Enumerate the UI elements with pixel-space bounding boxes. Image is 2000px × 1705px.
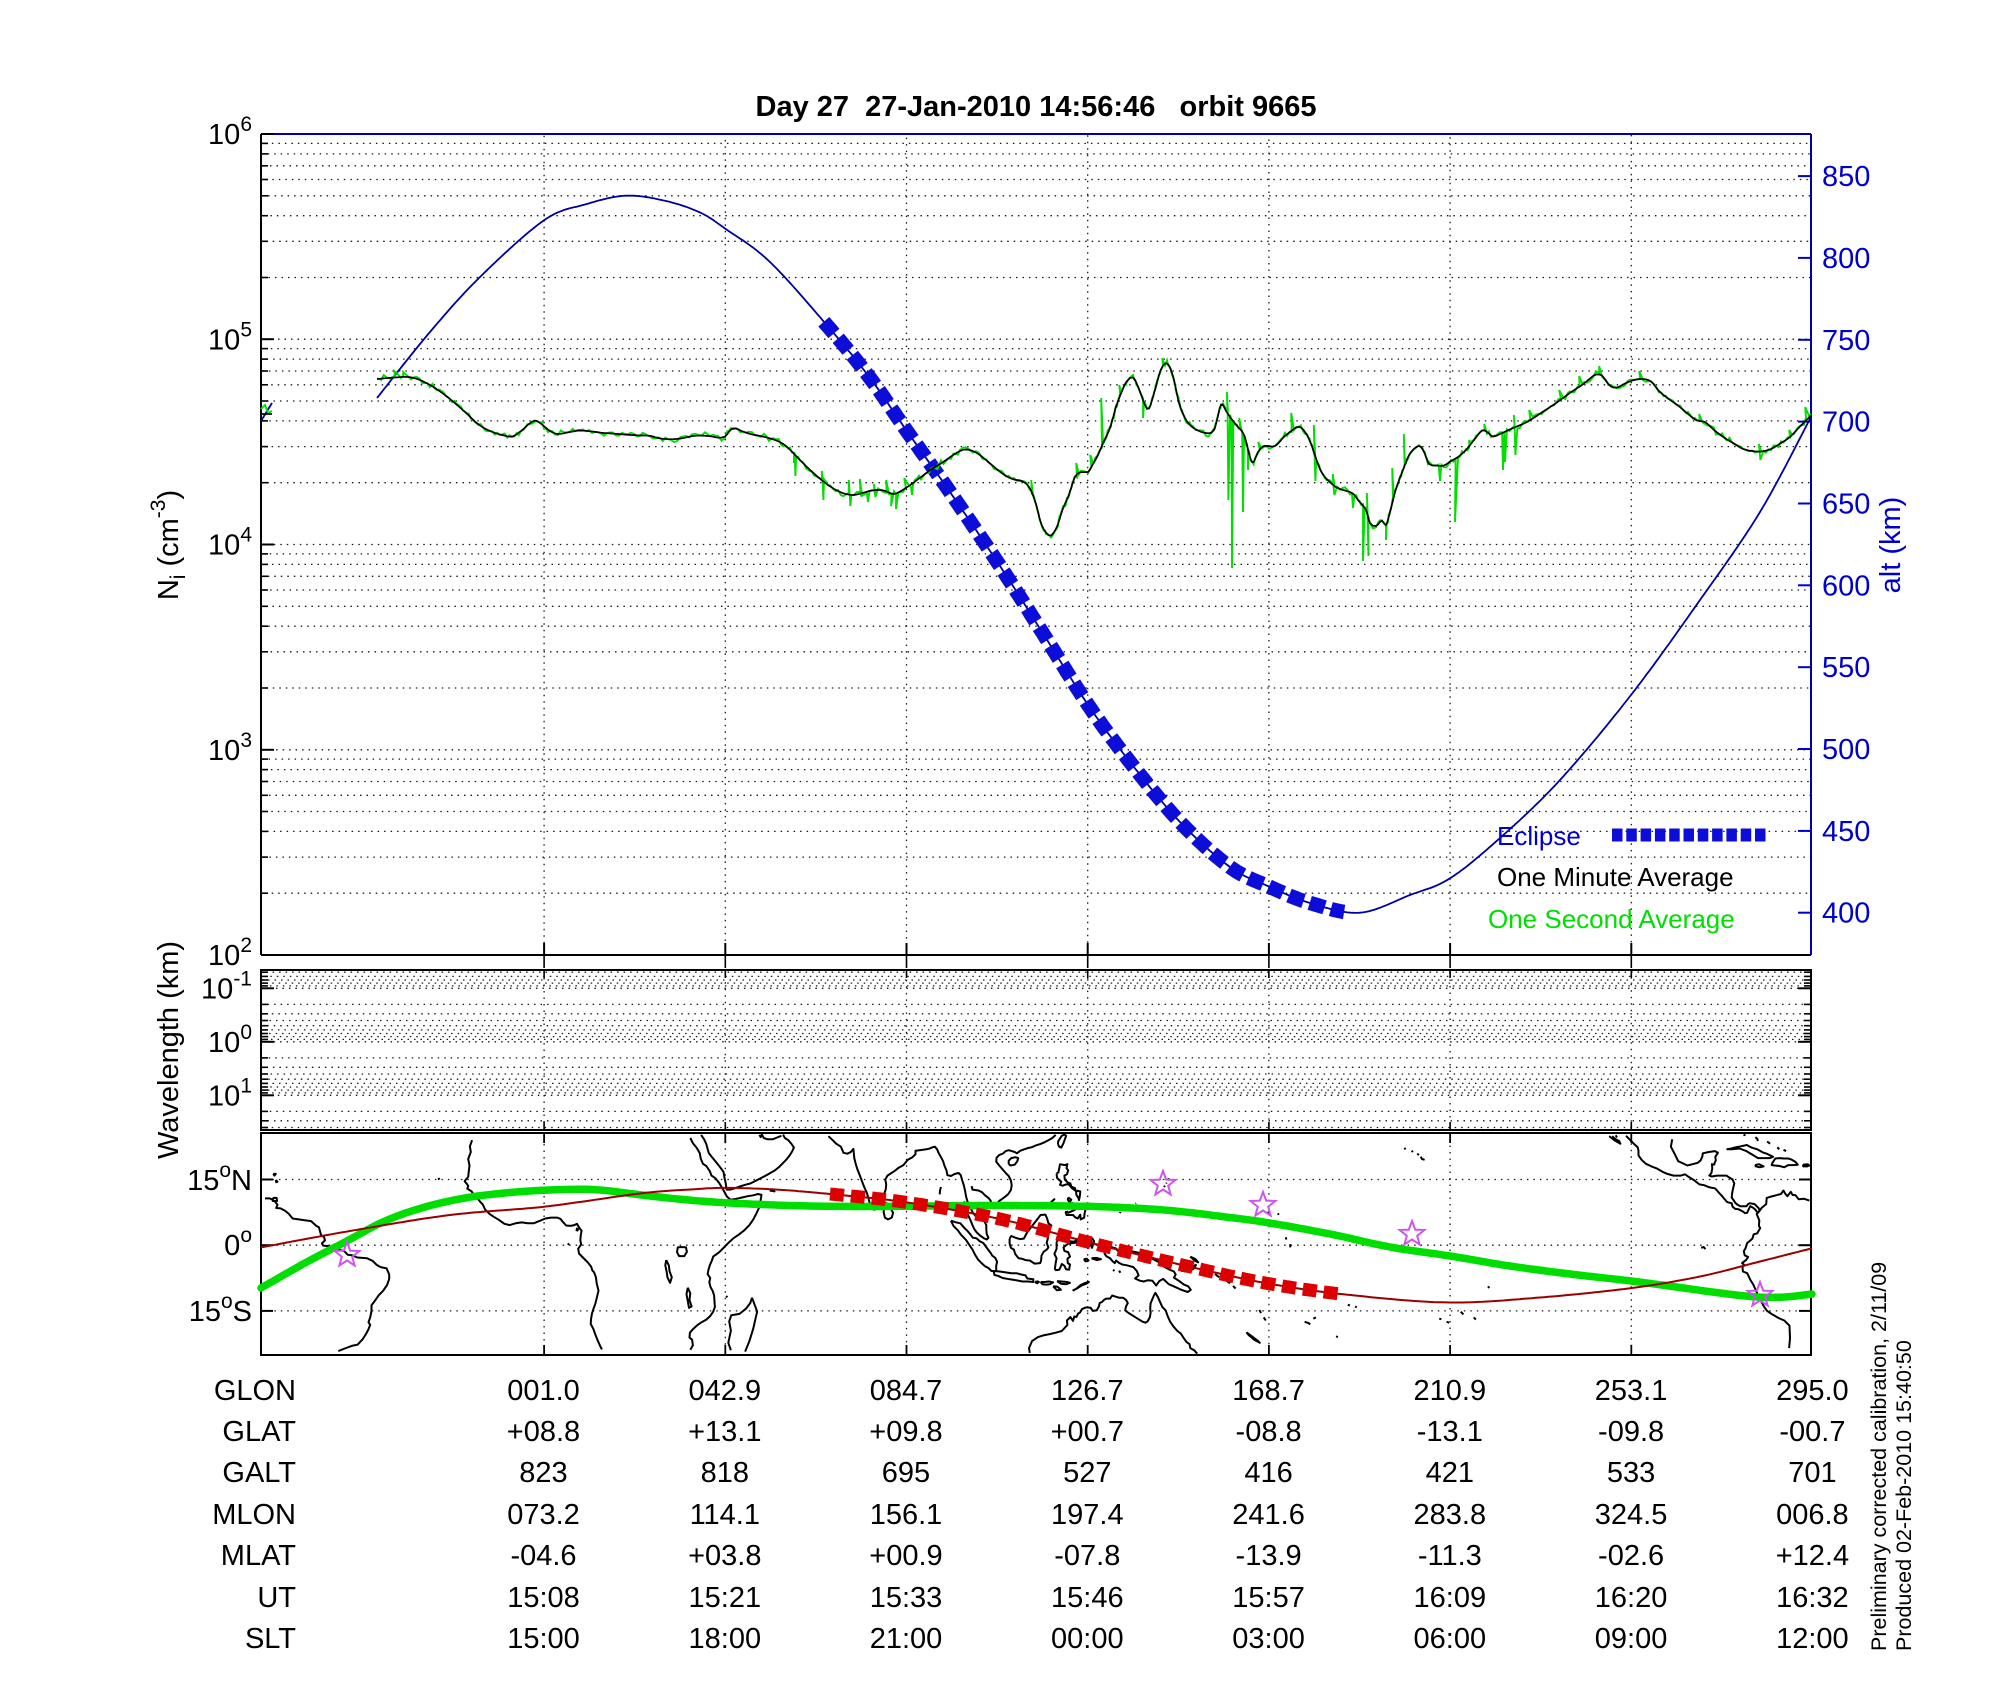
svg-text:15:57: 15:57 (1232, 1582, 1305, 1614)
svg-text:001.0: 001.0 (507, 1375, 580, 1407)
svg-text:GLAT: GLAT (222, 1416, 296, 1448)
svg-text:03:00: 03:00 (1232, 1623, 1305, 1655)
svg-text:006.8: 006.8 (1776, 1499, 1849, 1531)
svg-text:823: 823 (519, 1457, 567, 1489)
svg-text:16:09: 16:09 (1414, 1582, 1487, 1614)
svg-text:One Minute Average: One Minute Average (1497, 862, 1734, 892)
svg-text:+12.4: +12.4 (1776, 1540, 1849, 1572)
svg-text:16:32: 16:32 (1776, 1582, 1849, 1614)
svg-text:500: 500 (1822, 734, 1870, 766)
svg-text:GLON: GLON (214, 1375, 296, 1407)
svg-text:800: 800 (1822, 243, 1870, 275)
svg-text:+08.8: +08.8 (507, 1416, 580, 1448)
svg-text:156.1: 156.1 (870, 1499, 943, 1531)
svg-text:One Second Average: One Second Average (1488, 904, 1735, 934)
svg-text:-11.3: -11.3 (1418, 1540, 1482, 1572)
svg-text:Eclipse: Eclipse (1497, 821, 1581, 851)
svg-text:alt (km): alt (km) (1875, 497, 1907, 594)
svg-text:09:00: 09:00 (1595, 1623, 1668, 1655)
svg-text:-13.1: -13.1 (1417, 1416, 1483, 1448)
svg-text:073.2: 073.2 (507, 1499, 580, 1531)
svg-text:241.6: 241.6 (1232, 1499, 1305, 1531)
svg-text:+00.7: +00.7 (1051, 1416, 1124, 1448)
svg-text:421: 421 (1426, 1457, 1474, 1489)
svg-text:042.9: 042.9 (689, 1375, 762, 1407)
svg-text:MLAT: MLAT (221, 1540, 296, 1572)
svg-text:400: 400 (1822, 898, 1870, 930)
svg-text:15:00: 15:00 (507, 1623, 580, 1655)
svg-text:-13.9: -13.9 (1236, 1540, 1302, 1572)
svg-text:527: 527 (1063, 1457, 1111, 1489)
svg-text:+09.8: +09.8 (869, 1416, 942, 1448)
svg-text:750: 750 (1822, 325, 1870, 357)
svg-text:15oS: 15oS (189, 1290, 252, 1328)
svg-text:650: 650 (1822, 489, 1870, 521)
svg-text:18:00: 18:00 (689, 1623, 762, 1655)
svg-text:SLT: SLT (245, 1623, 296, 1655)
svg-text:416: 416 (1244, 1457, 1292, 1489)
svg-text:084.7: 084.7 (870, 1375, 943, 1407)
svg-text:-08.8: -08.8 (1236, 1416, 1302, 1448)
svg-text:15oN: 15oN (187, 1159, 252, 1197)
svg-text:210.9: 210.9 (1414, 1375, 1487, 1407)
svg-text:324.5: 324.5 (1595, 1499, 1668, 1531)
svg-text:12:00: 12:00 (1776, 1623, 1849, 1655)
svg-text:600: 600 (1822, 570, 1870, 602)
svg-text:21:00: 21:00 (870, 1623, 943, 1655)
svg-text:450: 450 (1822, 816, 1870, 848)
svg-text:-02.6: -02.6 (1598, 1540, 1664, 1572)
svg-text:700: 700 (1822, 407, 1870, 439)
svg-text:533: 533 (1607, 1457, 1655, 1489)
svg-text:283.8: 283.8 (1414, 1499, 1487, 1531)
svg-text:15:21: 15:21 (689, 1582, 762, 1614)
svg-text:197.4: 197.4 (1051, 1499, 1124, 1531)
svg-text:-07.8: -07.8 (1054, 1540, 1120, 1572)
svg-text:114.1: 114.1 (690, 1499, 760, 1531)
svg-text:+13.1: +13.1 (688, 1416, 761, 1448)
svg-text:+03.8: +03.8 (688, 1540, 761, 1572)
svg-text:Produced 02-Feb-2010 15:40:50: Produced 02-Feb-2010 15:40:50 (1892, 1340, 1916, 1651)
svg-text:-09.8: -09.8 (1598, 1416, 1664, 1448)
svg-text:550: 550 (1822, 652, 1870, 684)
svg-text:MLON: MLON (212, 1499, 296, 1531)
svg-text:Day 27 27-Jan-2010 14:56:46: Day 27 27-Jan-2010 14:56:46 orbit 9665 (756, 91, 1317, 123)
svg-text:15:08: 15:08 (507, 1582, 580, 1614)
svg-text:06:00: 06:00 (1414, 1623, 1487, 1655)
svg-text:695: 695 (882, 1457, 930, 1489)
svg-text:850: 850 (1822, 161, 1870, 193)
svg-text:15:46: 15:46 (1051, 1582, 1124, 1614)
svg-text:15:33: 15:33 (870, 1582, 943, 1614)
svg-text:Preliminary corrected calibrat: Preliminary corrected calibration, 2/11/… (1867, 1262, 1891, 1651)
svg-text:818: 818 (701, 1457, 749, 1489)
svg-text:295.0: 295.0 (1776, 1375, 1849, 1407)
svg-text:GALT: GALT (222, 1457, 296, 1489)
svg-text:UT: UT (257, 1582, 296, 1614)
svg-text:16:20: 16:20 (1595, 1582, 1668, 1614)
svg-text:00:00: 00:00 (1051, 1623, 1124, 1655)
svg-text:Wavelength (km): Wavelength (km) (153, 941, 185, 1159)
svg-text:253.1: 253.1 (1595, 1375, 1668, 1407)
svg-text:-00.7: -00.7 (1779, 1416, 1845, 1448)
svg-text:701: 701 (1788, 1457, 1836, 1489)
svg-text:126.7: 126.7 (1051, 1375, 1124, 1407)
svg-text:168.7: 168.7 (1232, 1375, 1305, 1407)
svg-text:-04.6: -04.6 (510, 1540, 576, 1572)
svg-text:+00.9: +00.9 (869, 1540, 942, 1572)
